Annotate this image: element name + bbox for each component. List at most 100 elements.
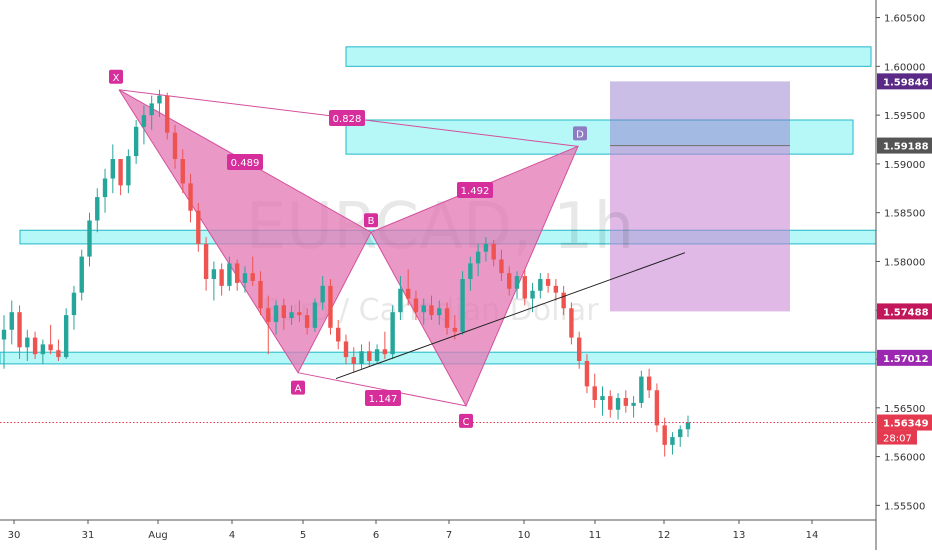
candle-body <box>25 337 30 348</box>
candle-body <box>545 279 551 286</box>
x-tick-label: 10 <box>518 530 531 541</box>
candle-body <box>48 344 53 351</box>
price-label-text: 1.59188 <box>883 142 929 153</box>
candle-body <box>304 315 310 328</box>
trendline-layer <box>335 252 686 380</box>
countdown-text: 28:07 <box>883 434 912 445</box>
candle-body <box>646 376 652 391</box>
candle-body <box>180 159 185 184</box>
pattern-labels-layer: X A B C D 0.489 0.828 1.492 1.147 <box>109 69 587 428</box>
x-tick-label: 6 <box>373 530 379 541</box>
candle-body <box>538 279 543 291</box>
candle-body <box>242 273 248 283</box>
x-tick-label: 5 <box>300 530 306 541</box>
candle-body <box>507 273 512 289</box>
pattern-ratio-label: 0.828 <box>329 110 365 126</box>
ratio-text: 0.828 <box>333 114 362 125</box>
candle-body <box>133 126 139 157</box>
candles-layer <box>1 89 691 457</box>
countdown-label: 28:07 <box>877 430 917 445</box>
candle-body <box>678 429 683 438</box>
candle-body <box>110 159 116 179</box>
price-label-text: 1.59846 <box>883 77 929 88</box>
candle-body <box>211 269 217 280</box>
candle-body <box>196 210 201 244</box>
ratio-text: 1.147 <box>369 394 398 405</box>
candle-body <box>250 273 255 281</box>
candle-body <box>266 308 271 322</box>
price-label-text: 1.57488 <box>883 307 929 318</box>
label-text: D <box>576 129 584 140</box>
candle-body <box>328 285 333 328</box>
pattern-line-ac <box>297 372 467 407</box>
candle-body <box>63 315 69 358</box>
trendline <box>335 252 686 380</box>
candle-body <box>460 279 465 332</box>
take-profit-box <box>610 145 790 312</box>
candle-body <box>631 402 636 406</box>
candle-body <box>522 276 527 299</box>
price-label-bg <box>877 349 932 366</box>
candle-body <box>374 349 380 361</box>
candle-body <box>351 357 356 364</box>
candle-body <box>592 386 597 400</box>
label-bg <box>109 69 123 84</box>
candle-body <box>569 308 574 338</box>
candle-body <box>203 243 209 280</box>
candle-body <box>654 390 660 426</box>
x-tick-label: 31 <box>82 530 95 541</box>
candle-body <box>615 398 621 410</box>
candle-body <box>437 308 442 316</box>
pattern-ratio-label: 1.147 <box>365 390 401 406</box>
support-resistance-zone <box>345 46 872 67</box>
ratio-text: 0.489 <box>231 158 260 169</box>
y-tick-label: 1.60500 <box>884 14 925 25</box>
candle-body <box>421 305 426 313</box>
pattern-ratio-label: 0.489 <box>227 154 263 170</box>
candle-body <box>149 103 154 116</box>
y-tick-label: 1.58500 <box>884 209 925 220</box>
price-label-text: 1.57012 <box>883 354 929 365</box>
candle-body <box>118 159 123 186</box>
candle-body <box>17 312 22 348</box>
x-tick-label: 14 <box>806 530 819 541</box>
y-tick-label: 1.55500 <box>884 501 925 512</box>
price-label-bg <box>877 73 932 90</box>
candle-body <box>79 256 84 293</box>
label-bg <box>291 380 305 395</box>
candle-body <box>234 263 240 283</box>
price-label-text: 1.56349 <box>883 419 929 430</box>
candle-body <box>514 276 520 289</box>
candle-body <box>165 95 170 133</box>
candle-body <box>281 305 287 319</box>
candle-body <box>483 243 489 252</box>
candle-body <box>102 178 108 198</box>
label-bg <box>573 126 587 141</box>
candle-body <box>87 220 92 257</box>
candle-body <box>343 341 349 358</box>
price-label: 1.59188 <box>877 137 932 154</box>
pattern-point-label-c: C <box>459 413 473 428</box>
candle-body <box>227 263 232 286</box>
price-label: 1.57488 <box>877 303 932 320</box>
candle-body <box>312 302 318 328</box>
time-axis-bg <box>0 520 876 550</box>
pattern-point-label-b: B <box>364 213 378 228</box>
candle-body <box>141 115 147 127</box>
price-label: 1.59846 <box>877 73 932 90</box>
x-tick-label: Aug <box>148 530 168 541</box>
candle-body <box>289 312 294 319</box>
ratio-bg <box>457 182 493 198</box>
pattern-ratio-label: 1.492 <box>457 182 493 198</box>
x-tick-label: 11 <box>589 530 602 541</box>
candle-body <box>600 396 605 400</box>
y-tick-label: 1.56500 <box>884 404 925 415</box>
candle-body <box>359 351 364 364</box>
candle-body <box>56 350 61 358</box>
pattern-point-label-d: D <box>573 126 587 141</box>
price-label: 1.56349 <box>877 414 932 431</box>
y-tick-label: 1.60000 <box>884 62 925 73</box>
candle-body <box>530 290 535 299</box>
